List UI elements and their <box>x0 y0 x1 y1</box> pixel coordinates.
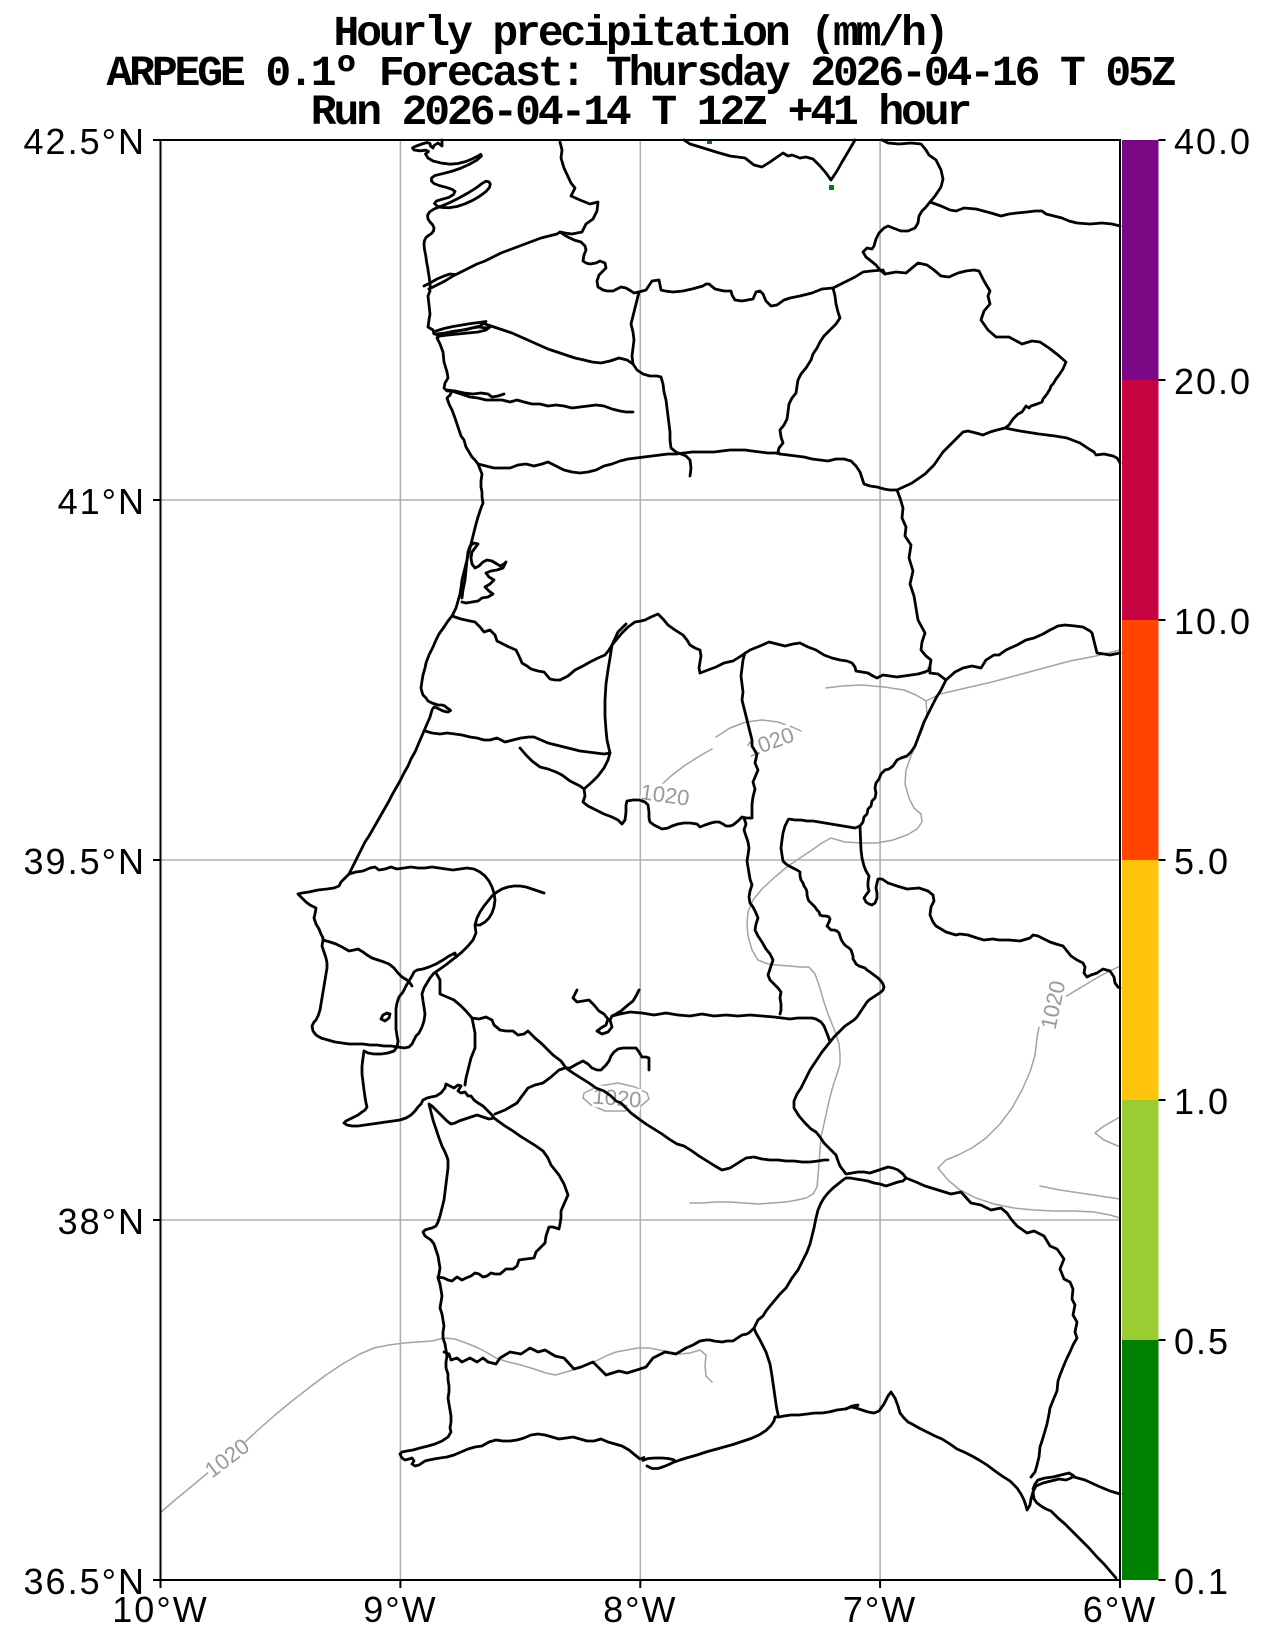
svg-text:5.0: 5.0 <box>1174 841 1230 882</box>
svg-text:Run 2026-04-14 T 12Z +41 hour: Run 2026-04-14 T 12Z +41 hour <box>311 88 970 137</box>
svg-text:6°W: 6°W <box>1083 1589 1157 1630</box>
svg-text:42.5°N: 42.5°N <box>24 121 146 162</box>
svg-text:ARPEGE 0.1º Forecast: Thursday: ARPEGE 0.1º Forecast: Thursday 2026-04-1… <box>106 49 1174 98</box>
svg-text:10.0: 10.0 <box>1174 601 1252 642</box>
svg-text:Hourly precipitation (mm/h): Hourly precipitation (mm/h) <box>333 9 946 58</box>
svg-text:8°W: 8°W <box>603 1589 677 1630</box>
svg-text:40.0: 40.0 <box>1174 121 1252 162</box>
svg-text:7°W: 7°W <box>843 1589 917 1630</box>
svg-text:10°W: 10°W <box>112 1589 208 1630</box>
svg-text:9°W: 9°W <box>363 1589 437 1630</box>
svg-text:39.5°N: 39.5°N <box>24 841 146 882</box>
svg-text:0.1: 0.1 <box>1174 1561 1230 1602</box>
svg-text:20.0: 20.0 <box>1174 361 1252 402</box>
svg-text:41°N: 41°N <box>58 481 146 522</box>
svg-text:38°N: 38°N <box>58 1201 146 1242</box>
svg-text:0.5: 0.5 <box>1174 1321 1230 1362</box>
svg-text:36.5°N: 36.5°N <box>24 1561 146 1602</box>
svg-text:1.0: 1.0 <box>1174 1081 1230 1122</box>
